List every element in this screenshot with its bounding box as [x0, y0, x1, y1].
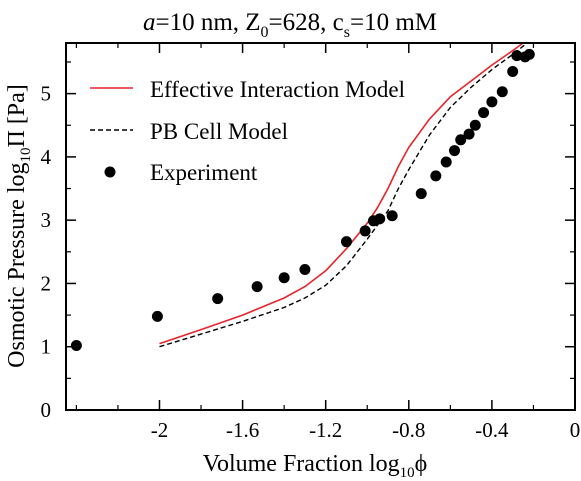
experiment-point — [455, 134, 467, 146]
x-tick-label: -0.8 — [392, 418, 425, 442]
y-tick-label: 0 — [41, 398, 52, 422]
axis-tick-labels: -2 -1.6 -1.2 -0.8 -0.4 0 0 1 2 3 4 5 — [41, 82, 581, 442]
y-tick-label: 4 — [41, 145, 52, 169]
experiment-point — [478, 107, 490, 119]
experiment-point — [469, 119, 481, 131]
experiment-point — [340, 236, 352, 248]
experiment-point — [374, 213, 386, 225]
plot-frame — [65, 42, 576, 411]
y-axis-label-main: Osmotic Pressure log — [4, 163, 30, 368]
y-tick-label: 3 — [41, 208, 52, 232]
title-z-letter: Z — [245, 9, 260, 36]
experiment-point — [251, 281, 263, 293]
title-c-value: =10 mM — [350, 9, 437, 36]
title-c-letter: c — [333, 9, 344, 36]
x-axis-label-main: Volume Fraction log — [203, 451, 400, 477]
title-a-value: =10 nm, — [155, 9, 245, 36]
pb-cell-model-line — [159, 43, 529, 348]
experiment-point — [415, 188, 427, 200]
experiment-point — [278, 272, 290, 284]
y-tick-label: 5 — [41, 82, 52, 106]
title-z-subscript: 0 — [261, 24, 269, 41]
experiment-point — [496, 86, 508, 98]
experiment-point — [430, 170, 442, 182]
experiment-point — [440, 156, 452, 168]
legend-label-experiment: Experiment — [150, 160, 258, 185]
y-axis-label-symbol: Π [Pa] — [4, 84, 30, 147]
y-axis-label-subscript: 10 — [18, 148, 34, 163]
experiment-point — [511, 50, 523, 62]
x-tick-label: -0.4 — [475, 418, 509, 442]
experiment-point — [212, 293, 224, 305]
effective-interaction-model-line — [159, 43, 525, 345]
legend: Effective Interaction Model PB Cell Mode… — [90, 77, 405, 185]
series-layer — [70, 43, 535, 351]
x-axis-label-symbol: ϕ — [415, 451, 428, 477]
experiment-point — [299, 264, 311, 276]
legend-marker-experiment — [104, 166, 116, 178]
experiment-point — [151, 310, 163, 322]
legend-label-effective-interaction: Effective Interaction Model — [150, 77, 405, 102]
experiment-point — [523, 48, 535, 60]
y-tick-label: 2 — [41, 271, 52, 295]
experiment-point — [449, 145, 461, 157]
title-a-symbol: a — [143, 9, 156, 36]
experiment-point — [486, 96, 498, 108]
x-tick-label: -2 — [151, 418, 169, 442]
x-tick-label: -1.6 — [226, 418, 259, 442]
x-axis-label: Volume Fraction log10ϕ — [203, 451, 428, 481]
experiment-point — [70, 339, 82, 351]
legend-label-pb-cell: PB Cell Model — [150, 119, 288, 144]
experiment-point — [507, 65, 519, 77]
y-tick-label: 1 — [41, 335, 52, 359]
y-axis-label: Osmotic Pressure log10Π [Pa] — [4, 84, 34, 368]
title-z-value: =628, — [269, 9, 333, 36]
x-axis-label-subscript: 10 — [400, 465, 415, 481]
experiment-point — [359, 225, 371, 237]
experiment-point — [386, 210, 398, 222]
x-tick-label: 0 — [570, 418, 581, 442]
experiment-point — [463, 128, 475, 140]
x-tick-label: -1.2 — [309, 418, 342, 442]
title-c-subscript: s — [344, 24, 350, 41]
chart-title: a=10 nm, Z0=628, cs=10 mM — [143, 9, 437, 41]
